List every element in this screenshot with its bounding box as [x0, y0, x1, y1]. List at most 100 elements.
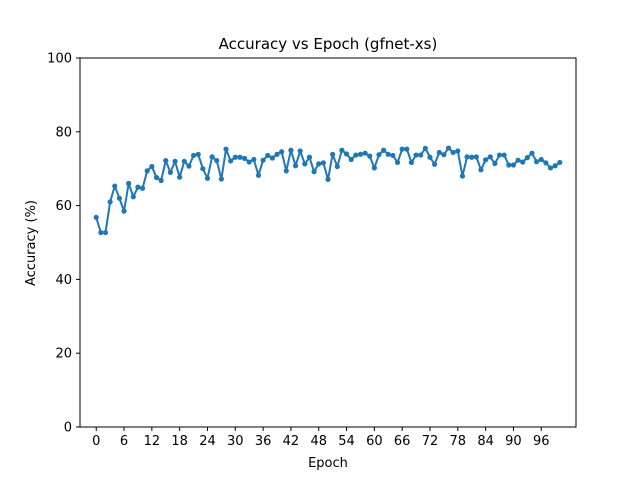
y-tick-label: 20: [55, 347, 72, 362]
x-tick-label: 24: [199, 434, 216, 449]
chart-title: Accuracy vs Epoch (gfnet-xs): [219, 35, 438, 53]
x-tick-label: 60: [366, 434, 383, 449]
data-point: [348, 156, 354, 163]
data-point: [469, 154, 475, 160]
data-point: [237, 154, 243, 160]
x-tick-label: 78: [450, 434, 467, 449]
y-tick-label: 60: [55, 199, 72, 214]
data-point: [107, 199, 113, 205]
data-point: [385, 151, 391, 157]
data-point: [283, 168, 289, 174]
x-tick-label: 48: [310, 434, 327, 449]
data-point: [478, 167, 484, 173]
data-point: [163, 157, 169, 164]
data-point: [158, 177, 164, 184]
data-point: [552, 163, 558, 169]
data-point: [330, 151, 336, 157]
data-point: [130, 194, 136, 200]
data-point: [418, 152, 424, 158]
data-point: [325, 176, 331, 182]
data-point: [135, 184, 141, 190]
data-point: [209, 154, 215, 160]
data-point: [427, 154, 433, 160]
data-point: [455, 148, 461, 154]
data-point: [255, 172, 262, 178]
x-tick-label: 96: [533, 434, 550, 449]
data-point: [149, 163, 155, 170]
data-point: [492, 160, 498, 167]
data-point: [186, 163, 192, 169]
data-point: [334, 163, 340, 170]
data-point: [399, 146, 405, 152]
data-point: [153, 174, 160, 181]
data-point: [353, 152, 359, 158]
data-point: [515, 157, 521, 163]
data-point: [339, 147, 345, 153]
x-tick-label: 30: [227, 434, 244, 449]
axes-frame: [79, 57, 577, 428]
x-tick-label: 72: [422, 434, 439, 449]
data-point: [520, 159, 526, 165]
data-point: [274, 151, 280, 157]
data-point: [177, 174, 183, 180]
data-point: [538, 156, 544, 163]
data-point: [394, 159, 401, 166]
data-point: [320, 160, 326, 166]
data-point: [450, 149, 456, 156]
x-tick-label: 18: [171, 434, 188, 449]
data-point: [232, 154, 238, 160]
y-tick-label: 40: [55, 273, 72, 288]
data-point: [529, 150, 535, 156]
data-point: [172, 158, 178, 164]
x-axis-label: Epoch: [308, 456, 348, 471]
data-point: [524, 155, 530, 161]
data-point: [436, 149, 442, 156]
data-point: [459, 173, 466, 179]
data-point: [404, 146, 410, 152]
data-point: [376, 152, 382, 158]
data-point: [557, 159, 563, 166]
data-point: [432, 161, 438, 167]
plot-area: 0 6 12 18 24 30 36 42 48 54 60 66 72 78 84 90 96 0 20 40 60 8…: [47, 52, 577, 449]
data-point: [357, 151, 364, 157]
data-point: [241, 155, 248, 161]
x-tick-label: 54: [338, 434, 355, 449]
data-point: [381, 147, 387, 153]
data-point: [181, 158, 187, 164]
data-point: [306, 154, 313, 160]
data-point: [288, 147, 294, 153]
data-point: [279, 149, 285, 155]
data-point: [487, 154, 493, 160]
data-point: [496, 152, 503, 158]
data-point: [510, 162, 517, 168]
x-tick-label: 36: [255, 434, 272, 449]
data-point: [218, 176, 224, 182]
data-point: [121, 208, 127, 214]
data-point: [214, 157, 220, 164]
data-point: [116, 195, 122, 201]
data-point: [260, 157, 266, 163]
data-point: [311, 169, 317, 175]
data-point: [102, 229, 109, 236]
data-point: [445, 145, 452, 151]
x-tick-label: 90: [505, 434, 522, 449]
data-point: [302, 161, 308, 167]
data-point: [223, 146, 229, 152]
data-point: [200, 166, 206, 172]
data-point: [144, 168, 150, 174]
data-point: [547, 165, 554, 171]
data-point: [343, 151, 350, 157]
x-tick-label: 0: [92, 434, 100, 449]
data-point: [139, 185, 146, 191]
x-tick-label: 12: [144, 434, 161, 449]
data-point: [297, 148, 303, 154]
data-point: [464, 154, 470, 160]
y-tick-label: 0: [64, 421, 72, 436]
data-point: [534, 159, 540, 165]
data-point: [413, 152, 419, 158]
data-point: [190, 152, 197, 159]
y-tick-label: 80: [55, 125, 72, 140]
x-tick-label: 42: [283, 434, 300, 449]
data-point: [483, 157, 489, 163]
